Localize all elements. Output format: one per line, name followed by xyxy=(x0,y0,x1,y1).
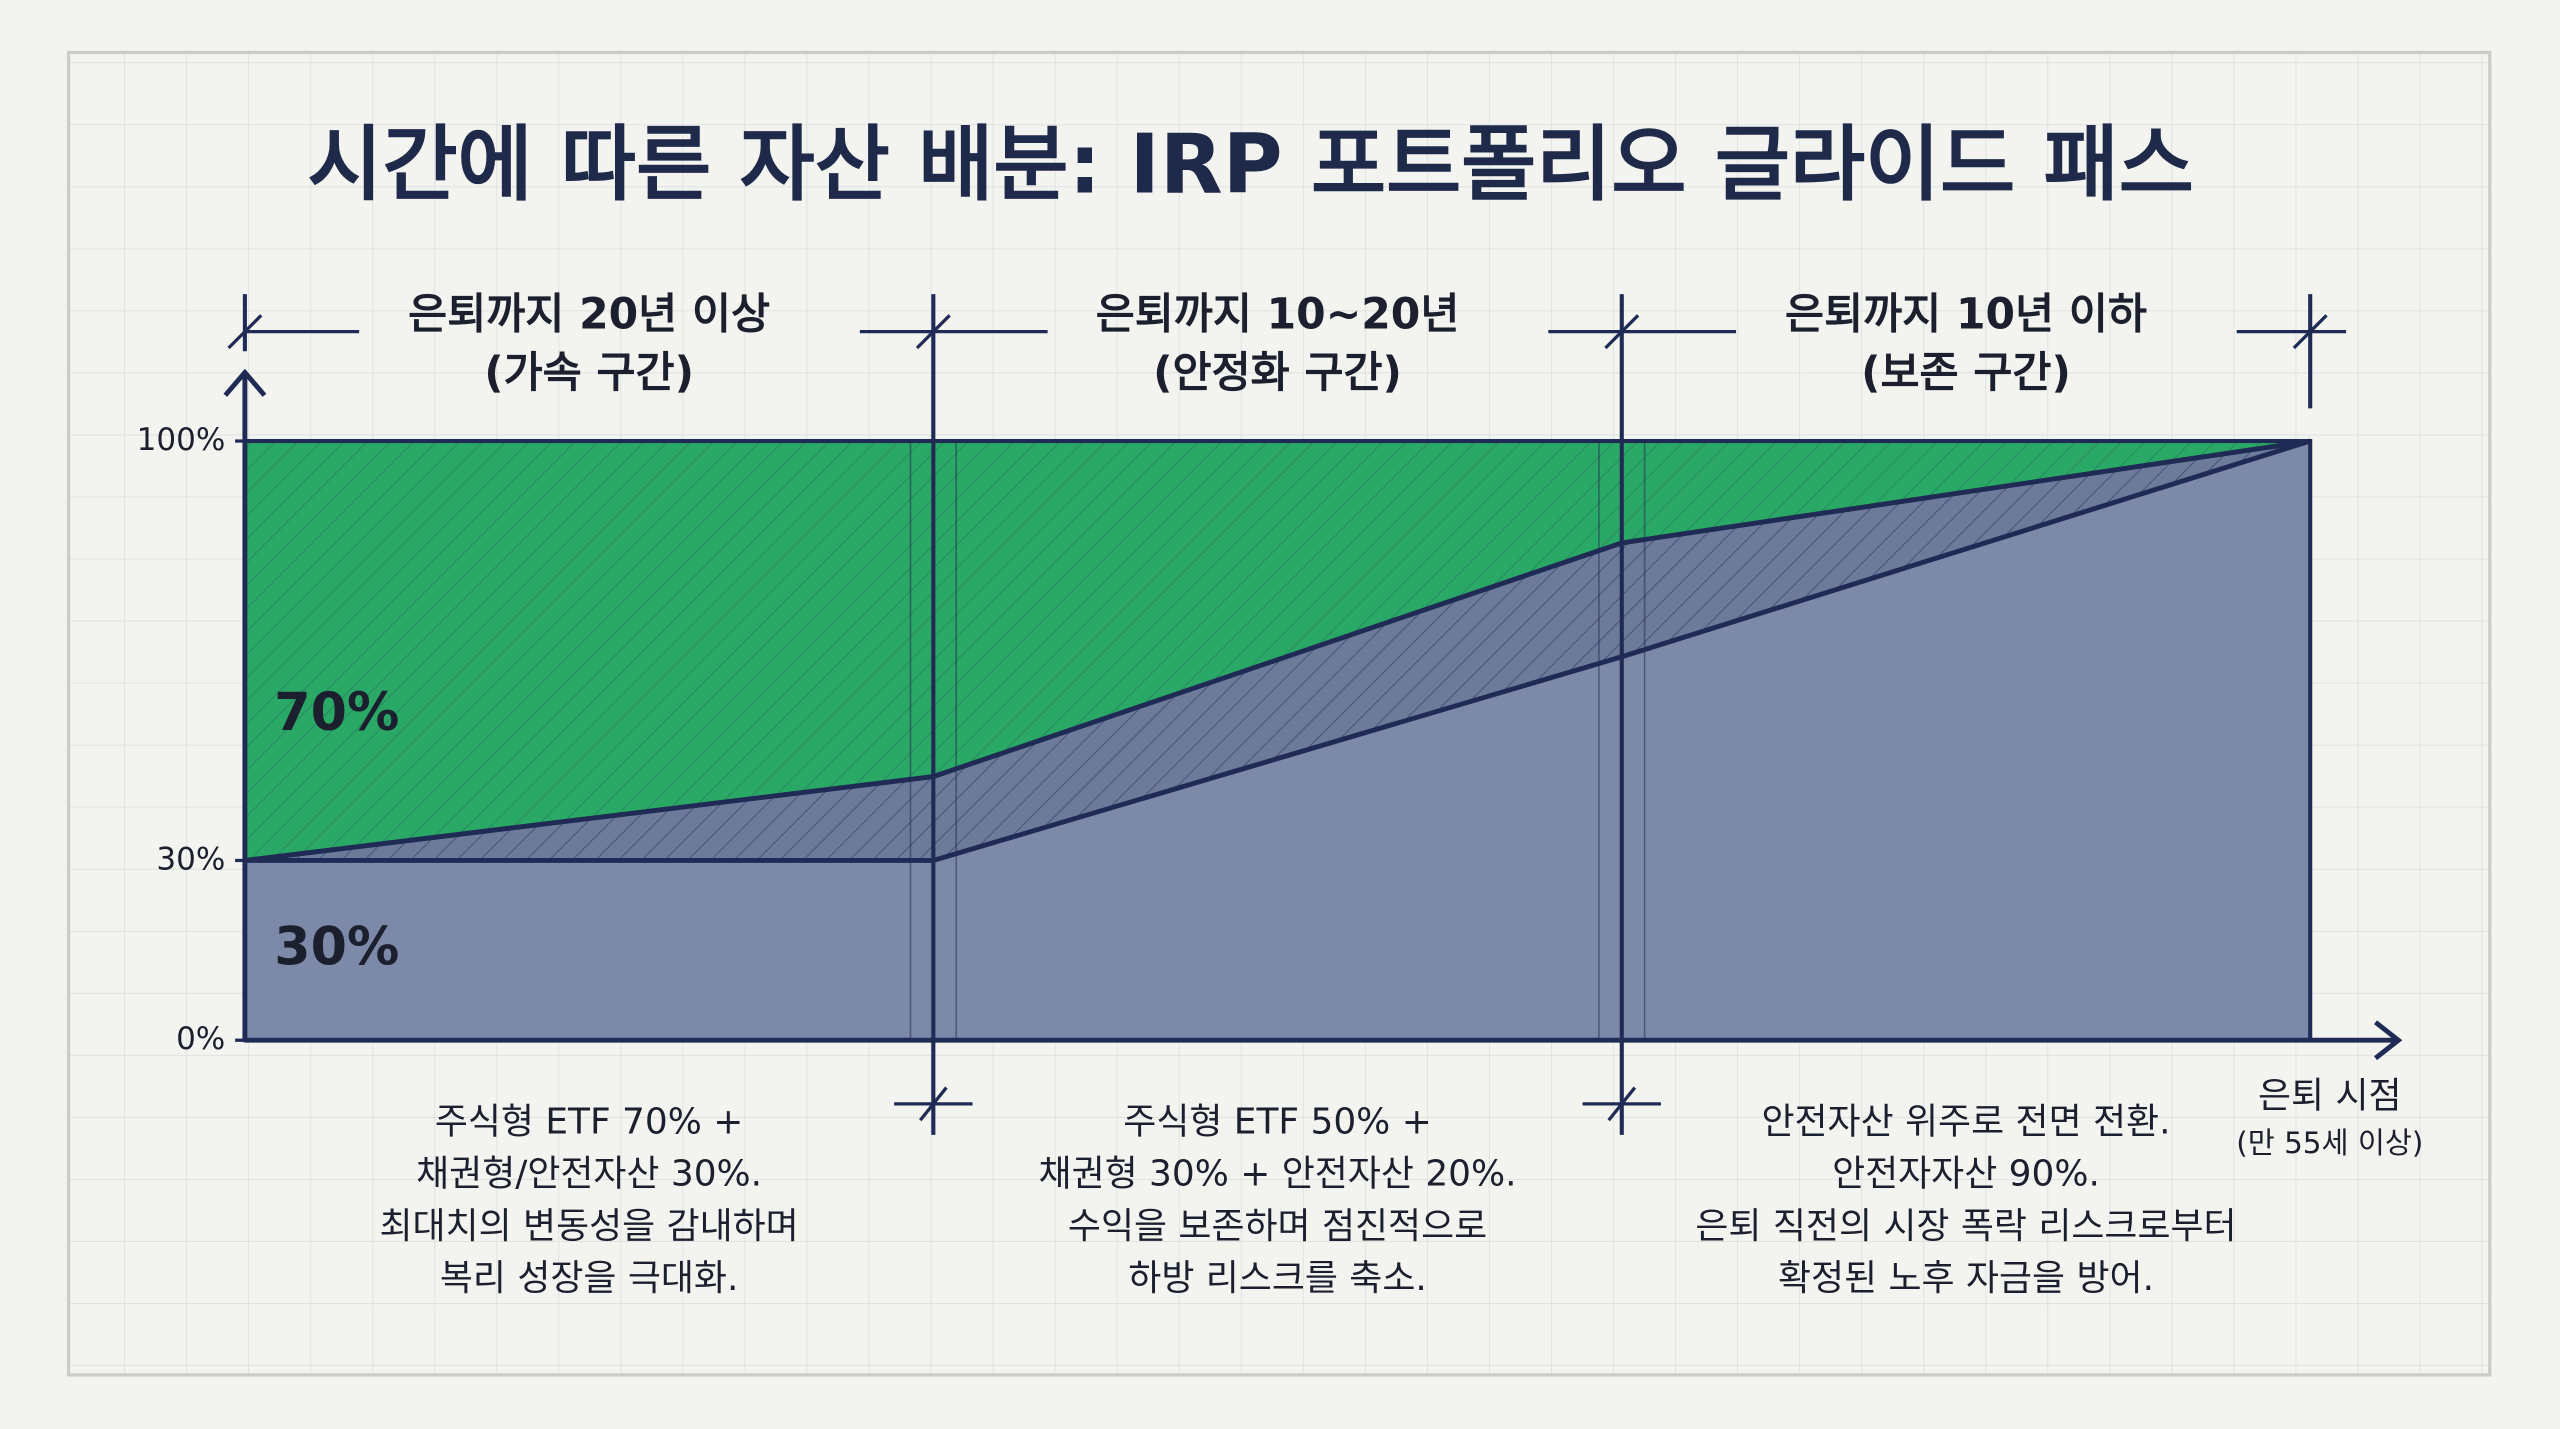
x-tick-label: 은퇴 시점 xyxy=(2258,1075,2402,1116)
phase-title: (안정화 구간) xyxy=(1153,349,1402,398)
phase-description: 채권형 30% + 안전자산 20%. xyxy=(1039,1154,1517,1195)
x-note: (만 55세 이상) xyxy=(2236,1126,2423,1160)
x-arrow xyxy=(2373,1020,2403,1061)
plot: 0% 30% 100% 은퇴 시점 (만 55세 이상) 70% 30% 은퇴까지 20년 이… xyxy=(137,290,2424,1299)
phase-description: 복리 성장을 극대화. xyxy=(440,1258,739,1299)
phase-description: 안전자자산 90%. xyxy=(1832,1154,2100,1195)
top-marker-slash xyxy=(915,314,951,350)
phase-description: 은퇴 직전의 시장 폭락 리스크로부터 xyxy=(1695,1206,2236,1247)
y-tick-label: 100% xyxy=(137,422,226,458)
chart-title: 시간에 따른 자산 배분: IRP 포트폴리오 글라이드 패스 xyxy=(307,117,2194,212)
phase-title: (가속 구간) xyxy=(484,349,694,398)
transition-line xyxy=(244,438,2311,863)
y-arrow xyxy=(223,368,267,397)
phase-description: 주식형 ETF 70% + xyxy=(435,1101,744,1142)
phase-title: (보존 구간) xyxy=(1861,349,2071,398)
phase-description: 수익을 보존하며 점진적으로 xyxy=(1068,1206,1487,1247)
phase-description: 채권형/안전자산 30%. xyxy=(416,1154,762,1195)
phase-description: 하방 리스크를 축소. xyxy=(1128,1258,1427,1299)
area-label: 30% xyxy=(274,917,399,977)
phase-description: 확정된 노후 자금을 방어. xyxy=(1778,1258,2154,1299)
phase-description: 안전자산 위주로 전면 전환. xyxy=(1761,1101,2170,1142)
area-label: 70% xyxy=(274,683,399,743)
y-tick-label: 30% xyxy=(156,841,225,877)
top-marker-slash xyxy=(2292,314,2328,350)
safe-area xyxy=(244,441,2311,1041)
top-marker-slash xyxy=(1604,314,1640,350)
phase-description: 주식형 ETF 50% + xyxy=(1123,1101,1432,1142)
y-tick-label: 0% xyxy=(176,1021,225,1057)
top-marker-slash xyxy=(227,314,263,350)
bottom-marker-slash xyxy=(918,1086,948,1122)
bottom-marker-slash xyxy=(1607,1086,1637,1122)
phase-description: 최대치의 변동성을 감내하며 xyxy=(379,1206,798,1247)
phase-title: 은퇴까지 10년 이하 xyxy=(1785,290,2147,339)
phase-title: 은퇴까지 20년 이상 xyxy=(408,290,770,339)
safe-line xyxy=(244,438,2311,863)
phase-title: 은퇴까지 10~20년 xyxy=(1096,290,1460,339)
